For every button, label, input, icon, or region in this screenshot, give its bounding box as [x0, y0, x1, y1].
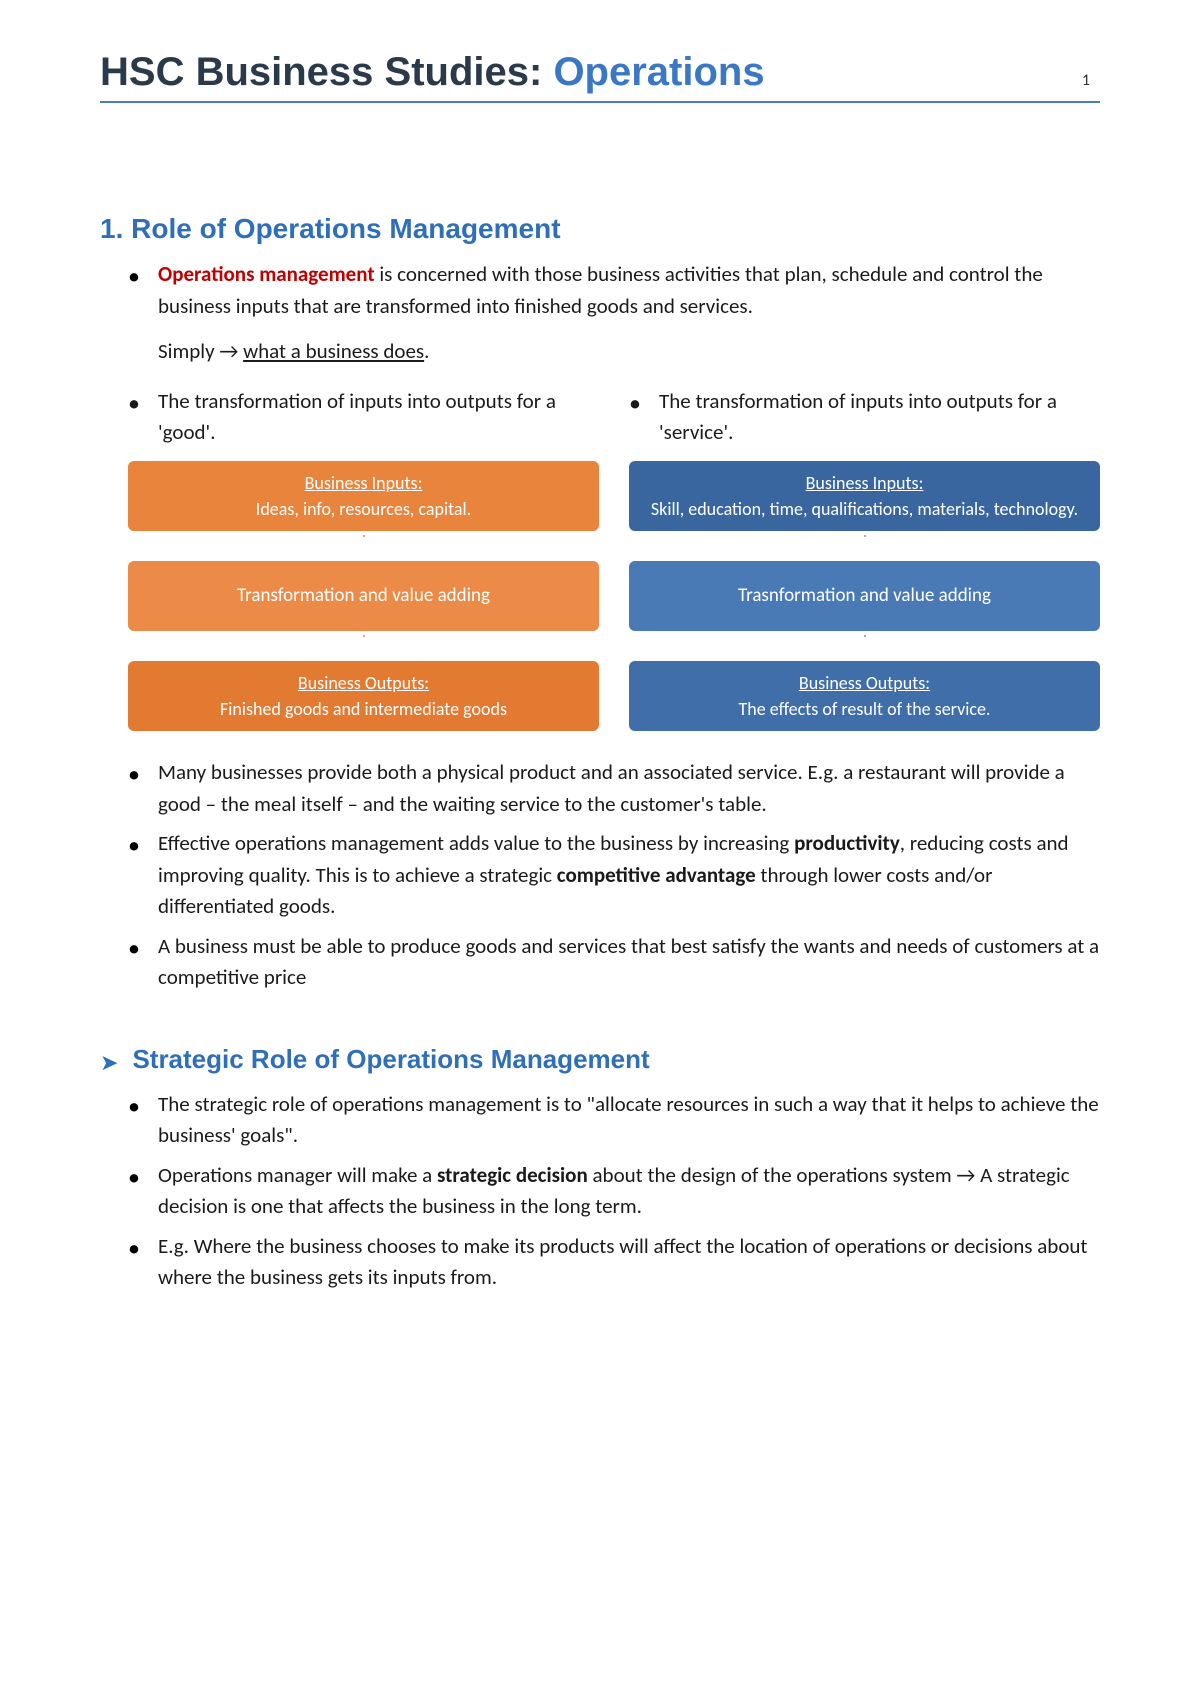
good-box-transform: Transformation and value adding: [128, 561, 599, 631]
service-box-inputs: Business Inputs: Skill, education, time,…: [629, 461, 1100, 532]
simply-underlined: what a business does: [243, 338, 424, 364]
good-box3-sub: Finished goods and intermediate goods: [142, 697, 585, 721]
section-2-list: The strategic role of operations managem…: [100, 1089, 1100, 1294]
col-service-bullet: The transformation of inputs into output…: [629, 386, 1100, 449]
title-accent: Operations: [553, 50, 764, 94]
s2b2-bold: strategic decision: [437, 1162, 588, 1188]
good-box1-title: Business Inputs:: [305, 472, 423, 494]
list-item: A business must be able to produce goods…: [158, 931, 1100, 994]
section-2-heading-row: ➤ Strategic Role of Operations Managemen…: [100, 1044, 1100, 1075]
col-good-bullet: The transformation of inputs into output…: [128, 386, 599, 449]
section-1-heading: 1. Role of Operations Management: [100, 213, 1100, 245]
arrow-down-icon: [363, 635, 365, 655]
s2b2-pre: Operations manager will make a: [158, 1162, 437, 1188]
title-prefix: HSC Business Studies:: [100, 50, 553, 94]
after-diagram-list: Many businesses provide both a physical …: [100, 757, 1100, 994]
list-item: Effective operations management adds val…: [158, 828, 1100, 923]
list-item: The strategic role of operations managem…: [158, 1089, 1100, 1152]
page-number: 1: [1082, 71, 1090, 90]
list-item: Many businesses provide both a physical …: [158, 757, 1100, 820]
simply-prefix: Simply →: [158, 338, 243, 364]
column-service: The transformation of inputs into output…: [629, 386, 1100, 732]
page-header: HSC Business Studies: Operations 1: [100, 50, 1100, 103]
good-box-outputs: Business Outputs: Finished goods and int…: [128, 661, 599, 732]
two-column-diagrams: The transformation of inputs into output…: [100, 386, 1100, 732]
term-operations-management: Operations management: [158, 261, 375, 287]
flow-good: Business Inputs: Ideas, info, resources,…: [128, 461, 599, 732]
flow-service: Business Inputs: Skill, education, time,…: [629, 461, 1100, 732]
simply-line: Simply → what a business does.: [100, 336, 1100, 368]
arrow-down-icon: [363, 535, 365, 555]
intro-bullet: Operations management is concerned with …: [158, 259, 1100, 322]
list-item: E.g. Where the business chooses to make …: [158, 1231, 1100, 1294]
page-title: HSC Business Studies: Operations: [100, 50, 765, 95]
simply-suffix: .: [424, 338, 429, 364]
column-good: The transformation of inputs into output…: [128, 386, 599, 732]
b2-pre: Effective operations management adds val…: [158, 830, 794, 856]
service-box-transform: Trasnformation and value adding: [629, 561, 1100, 631]
good-box1-sub: Ideas, info, resources, capital.: [142, 497, 585, 521]
service-box3-sub: The effects of result of the service.: [643, 697, 1086, 721]
list-item: Operations manager will make a strategic…: [158, 1160, 1100, 1223]
service-box-outputs: Business Outputs: The effects of result …: [629, 661, 1100, 732]
b2-bold1: productivity: [794, 830, 900, 856]
arrow-down-icon: [864, 535, 866, 555]
good-box3-title: Business Outputs:: [298, 672, 429, 694]
service-box3-title: Business Outputs:: [799, 672, 930, 694]
section-2-heading: Strategic Role of Operations Management: [132, 1044, 649, 1075]
b2-bold2: competitive advantage: [557, 862, 756, 888]
good-box-inputs: Business Inputs: Ideas, info, resources,…: [128, 461, 599, 532]
service-box1-sub: Skill, education, time, qualifications, …: [643, 497, 1086, 521]
arrow-down-icon: [864, 635, 866, 655]
chevron-right-icon: ➤: [100, 1052, 118, 1074]
section-1-intro-list: Operations management is concerned with …: [100, 259, 1100, 322]
service-box1-title: Business Inputs:: [806, 472, 924, 494]
